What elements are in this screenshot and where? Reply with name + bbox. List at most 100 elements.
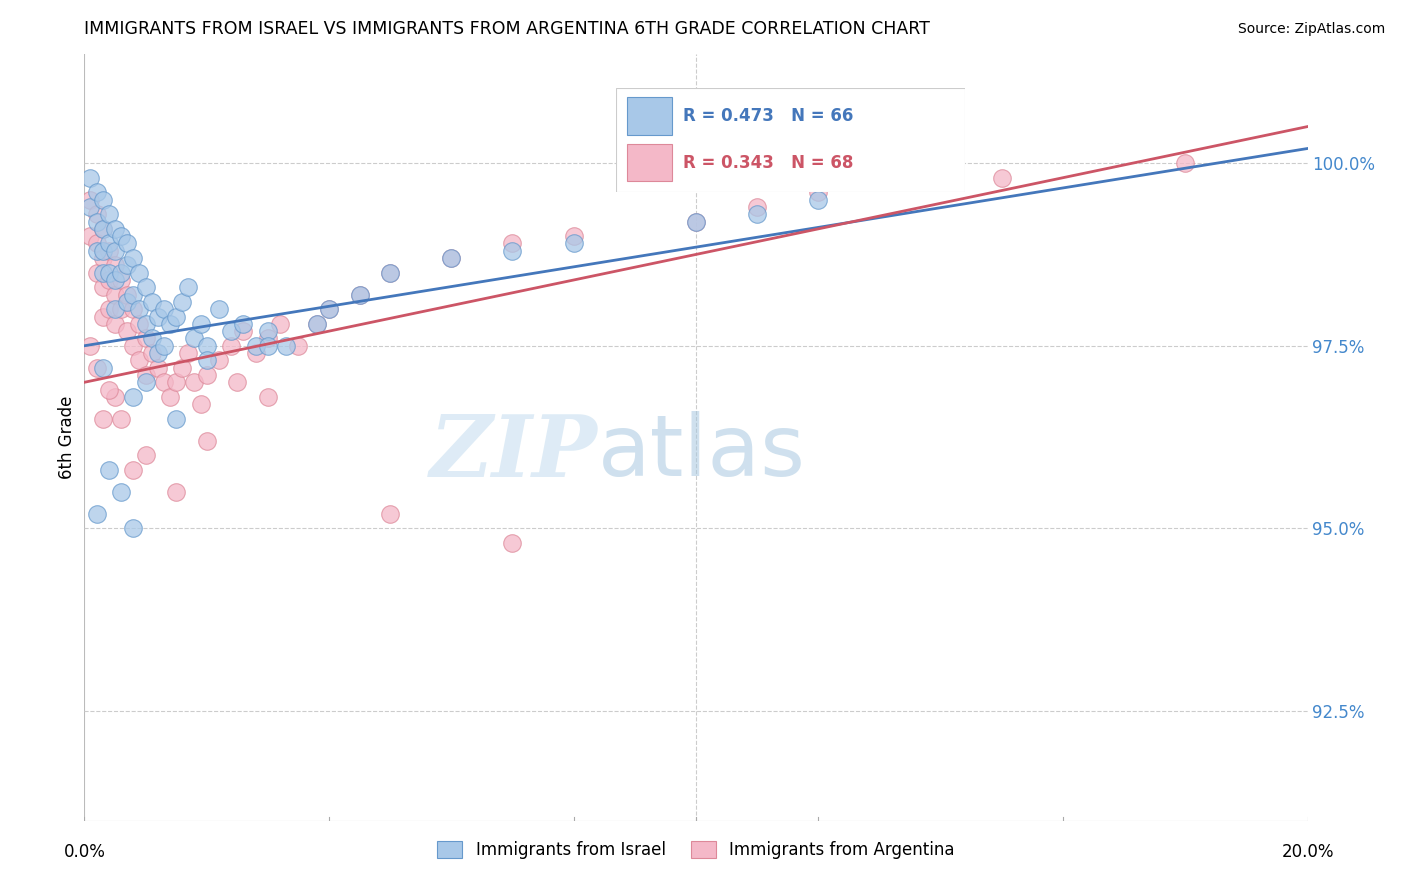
Point — [141, 331, 163, 345]
Point — [1174, 156, 1197, 170]
Point — [685, 214, 707, 228]
Point — [110, 266, 132, 280]
Point — [110, 484, 132, 499]
Point — [269, 317, 291, 331]
Point — [440, 251, 463, 265]
Point — [135, 376, 157, 390]
Point — [128, 266, 150, 280]
Point — [104, 317, 127, 331]
Point — [195, 353, 218, 368]
Point — [97, 207, 120, 221]
Point — [128, 302, 150, 317]
Point — [97, 302, 120, 317]
Point — [257, 324, 280, 338]
Point — [380, 266, 402, 280]
Point — [97, 266, 120, 280]
Point — [153, 376, 176, 390]
Point — [86, 266, 108, 280]
Y-axis label: 6th Grade: 6th Grade — [58, 395, 76, 479]
Point — [208, 353, 231, 368]
Text: 20.0%: 20.0% — [1281, 843, 1334, 861]
Point — [91, 412, 114, 426]
Point — [165, 412, 187, 426]
Point — [257, 339, 280, 353]
Point — [165, 310, 187, 324]
Point — [115, 259, 138, 273]
Point — [190, 397, 212, 411]
Point — [91, 280, 114, 294]
Point — [110, 412, 132, 426]
Point — [287, 339, 309, 353]
Point — [135, 448, 157, 462]
Point — [104, 302, 127, 317]
Text: IMMIGRANTS FROM ISRAEL VS IMMIGRANTS FROM ARGENTINA 6TH GRADE CORRELATION CHART: IMMIGRANTS FROM ISRAEL VS IMMIGRANTS FRO… — [84, 21, 931, 38]
Point — [159, 317, 181, 331]
Point — [257, 390, 280, 404]
Point — [104, 244, 127, 258]
Point — [159, 390, 181, 404]
Point — [91, 222, 114, 236]
Point — [104, 259, 127, 273]
Point — [146, 310, 169, 324]
Point — [177, 280, 200, 294]
Point — [747, 207, 769, 221]
Text: Source: ZipAtlas.com: Source: ZipAtlas.com — [1237, 22, 1385, 37]
Point — [172, 294, 194, 309]
Point — [349, 287, 371, 301]
Point — [380, 507, 402, 521]
Point — [172, 360, 194, 375]
Point — [135, 317, 157, 331]
Point — [91, 244, 114, 258]
Point — [562, 236, 585, 251]
Point — [219, 339, 242, 353]
Point — [153, 302, 176, 317]
Point — [318, 302, 340, 317]
Point — [195, 368, 218, 382]
Point — [86, 236, 108, 251]
Text: 0.0%: 0.0% — [63, 843, 105, 861]
Point — [122, 463, 145, 477]
Point — [110, 273, 132, 287]
Point — [685, 214, 707, 228]
Point — [245, 339, 267, 353]
Point — [97, 383, 120, 397]
Point — [195, 434, 218, 448]
Point — [128, 317, 150, 331]
Point — [232, 324, 254, 338]
Point — [122, 251, 145, 265]
Point — [183, 331, 205, 345]
Point — [91, 266, 114, 280]
Point — [177, 346, 200, 360]
Point — [305, 317, 328, 331]
Point — [128, 353, 150, 368]
Point — [97, 273, 120, 287]
Point — [115, 324, 138, 338]
Point — [122, 302, 145, 317]
Point — [91, 193, 114, 207]
Point — [122, 521, 145, 535]
Point — [97, 236, 120, 251]
Point — [183, 376, 205, 390]
Point — [807, 193, 830, 207]
Point — [110, 229, 132, 244]
Point — [141, 294, 163, 309]
Point — [91, 360, 114, 375]
Point — [104, 390, 127, 404]
Point — [91, 222, 114, 236]
Point — [86, 360, 108, 375]
Point — [146, 346, 169, 360]
Point — [104, 273, 127, 287]
Point — [86, 507, 108, 521]
Point — [562, 229, 585, 244]
Point — [747, 200, 769, 214]
Point — [86, 207, 108, 221]
Legend: Immigrants from Israel, Immigrants from Argentina: Immigrants from Israel, Immigrants from … — [430, 835, 962, 866]
Point — [122, 390, 145, 404]
Point — [257, 331, 280, 345]
Point — [79, 170, 101, 185]
Point — [135, 368, 157, 382]
Point — [380, 266, 402, 280]
Point — [146, 360, 169, 375]
Point — [122, 287, 145, 301]
Point — [86, 244, 108, 258]
